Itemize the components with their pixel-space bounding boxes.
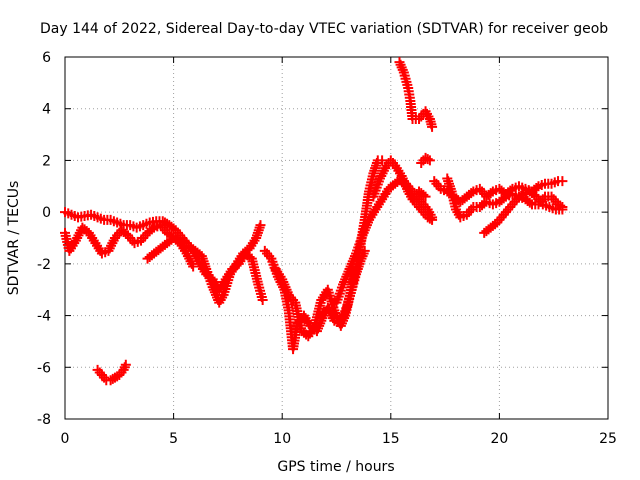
data-point: [257, 295, 268, 306]
y-tick-label: -2: [37, 257, 51, 273]
x-tick-label: 0: [61, 431, 70, 447]
y-tick-label: -8: [37, 412, 51, 428]
data-point: [120, 359, 131, 370]
x-tick-label: 20: [490, 431, 508, 447]
series-track-c: [142, 233, 199, 272]
x-tick-labels: 0 5 10 15 20 25: [61, 431, 617, 447]
y-tick-label: -4: [37, 309, 51, 325]
data-point: [427, 121, 438, 132]
data-point: [255, 220, 266, 231]
y-tick-label: 6: [42, 50, 51, 66]
data-point: [420, 191, 431, 202]
x-axis-label: GPS time / hours: [277, 459, 394, 475]
chart-title: Day 144 of 2022, Sidereal Day-to-day VTE…: [40, 21, 608, 37]
data-point: [377, 155, 388, 166]
series-track-l: [442, 173, 568, 223]
series-track-j: [416, 152, 435, 169]
series-track-i: [394, 57, 438, 132]
x-tick-label: 5: [169, 431, 178, 447]
y-tick-label: -6: [37, 360, 51, 376]
x-tick-label: 25: [599, 431, 617, 447]
series-track-b: [60, 220, 268, 306]
y-axis-label: SDTVAR / TECUs: [6, 181, 22, 296]
y-tick-labels: -8 -6 -4 -2 0 2 4 6: [37, 50, 51, 428]
data-point: [557, 204, 568, 215]
y-tick-label: 2: [42, 153, 51, 169]
x-tick-label: 15: [382, 431, 400, 447]
series-track-d: [92, 359, 131, 386]
y-tick-label: 0: [42, 205, 51, 221]
grid-lines: [65, 57, 608, 419]
x-tick-label: 10: [273, 431, 291, 447]
data-points: [60, 57, 568, 386]
data-point: [188, 261, 199, 272]
data-point: [424, 155, 435, 166]
series-track-n: [396, 176, 438, 225]
axis-ticks: [64, 56, 609, 420]
data-point: [557, 176, 568, 187]
data-point: [427, 214, 438, 225]
y-tick-label: 4: [42, 102, 51, 118]
series-track-m: [479, 186, 568, 238]
